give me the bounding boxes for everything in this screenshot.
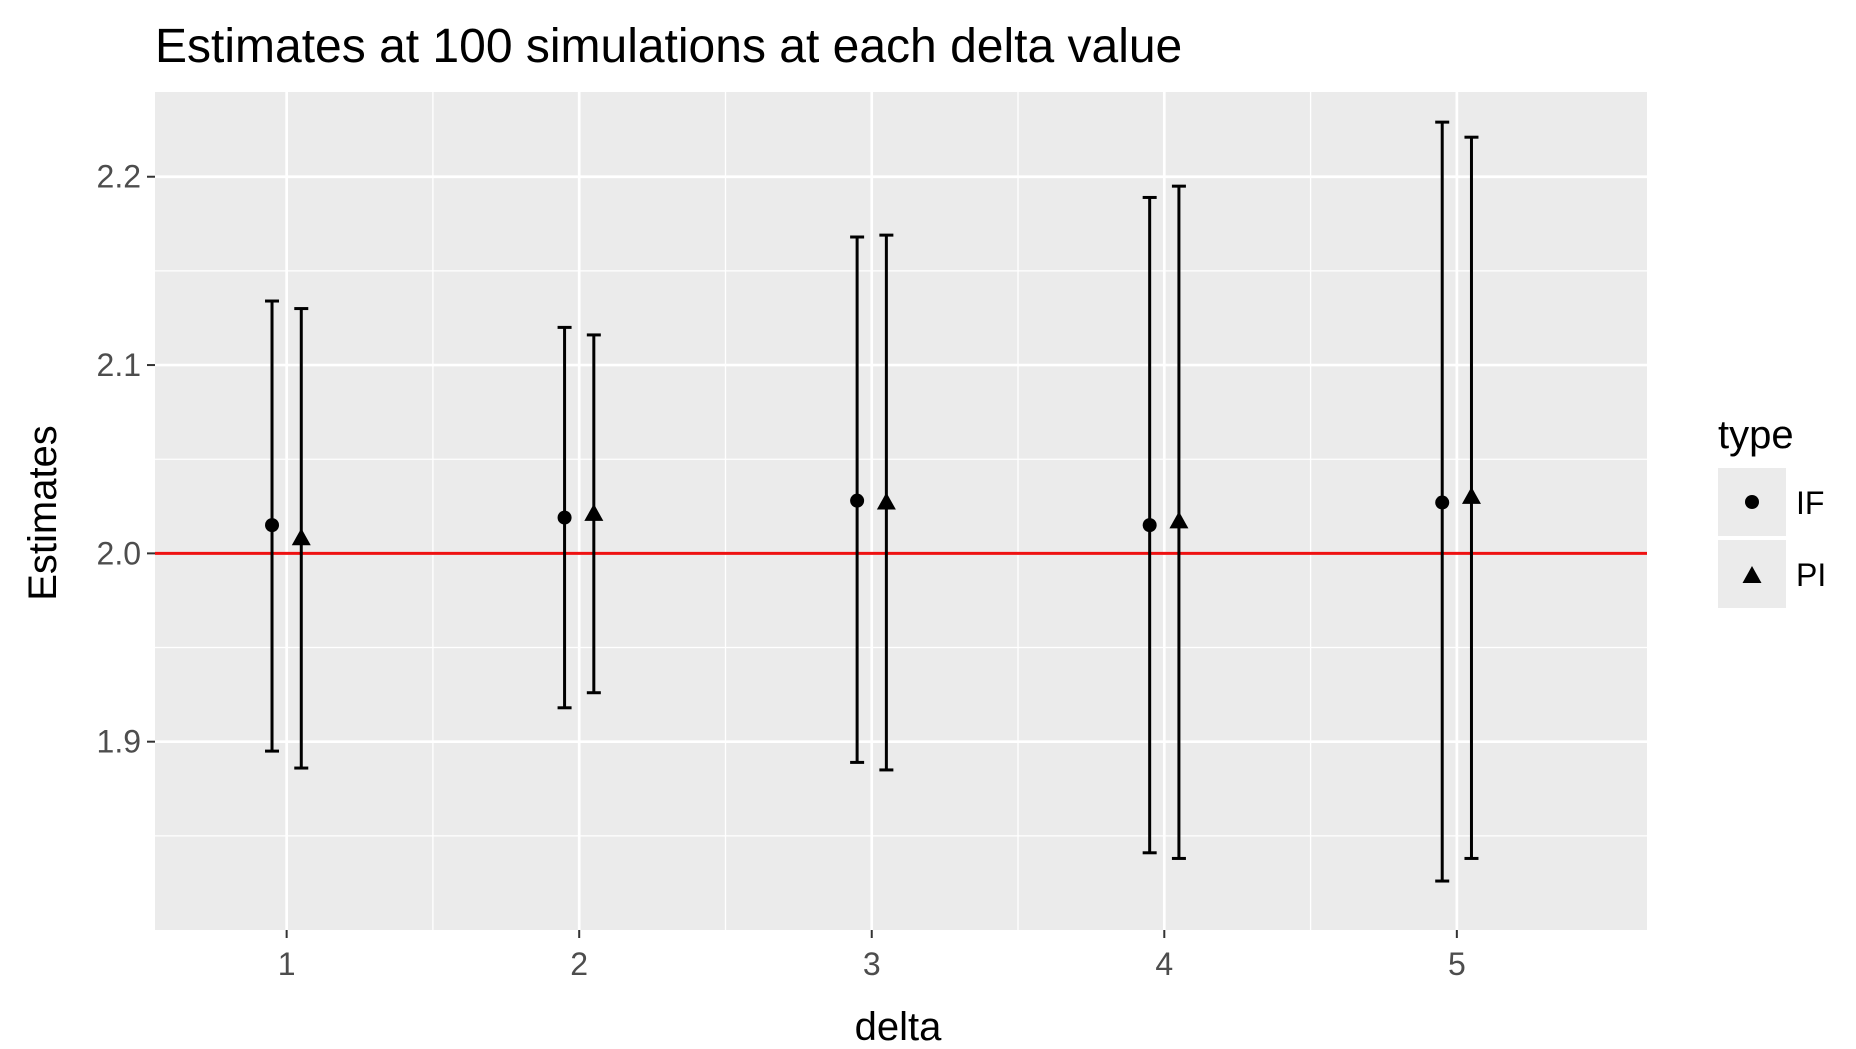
legend-label: PI: [1796, 557, 1826, 593]
x-tick-label: 1: [278, 946, 296, 982]
legend-item-if: IF: [1718, 468, 1824, 536]
data-point-pi: [1461, 486, 1481, 504]
legend-item-pi: PI: [1718, 540, 1826, 608]
data-point-pi: [876, 492, 896, 510]
data-point-if: [1142, 518, 1157, 533]
y-axis-title: Estimates: [21, 425, 65, 601]
legend-marker-triangle: [1742, 566, 1762, 583]
grid-lines: [155, 92, 1647, 930]
x-tick-label: 4: [1155, 946, 1173, 982]
x-axis-title: delta: [855, 1005, 942, 1049]
data-point-if: [265, 518, 280, 533]
x-tick-label: 2: [570, 946, 588, 982]
x-axis-ticks: 1 2 3 4 5: [278, 930, 1466, 982]
x-tick-label: 3: [863, 946, 881, 982]
y-axis-ticks: 1.9 2.0 2.1 2.2: [97, 159, 155, 760]
legend-marker-circle: [1745, 495, 1759, 509]
y-tick-label: 2.2: [97, 159, 141, 195]
data-point-pi: [291, 528, 311, 546]
y-tick-label: 2.1: [97, 347, 141, 383]
legend-title: type: [1718, 413, 1794, 457]
chart-title: Estimates at 100 simulations at each del…: [155, 20, 1182, 73]
legend: type IF PI: [1718, 413, 1826, 608]
x-tick-label: 5: [1448, 946, 1466, 982]
plot-panel: [155, 92, 1647, 930]
y-tick-label: 2.0: [97, 535, 141, 571]
data-point-if: [850, 493, 865, 508]
legend-label: IF: [1796, 485, 1824, 521]
data-point-pi: [584, 503, 604, 521]
data-layer: [265, 120, 1481, 883]
y-tick-label: 1.9: [97, 724, 141, 760]
data-point-if: [557, 510, 572, 525]
data-point-if: [1435, 495, 1450, 510]
data-point-pi: [1169, 511, 1189, 529]
